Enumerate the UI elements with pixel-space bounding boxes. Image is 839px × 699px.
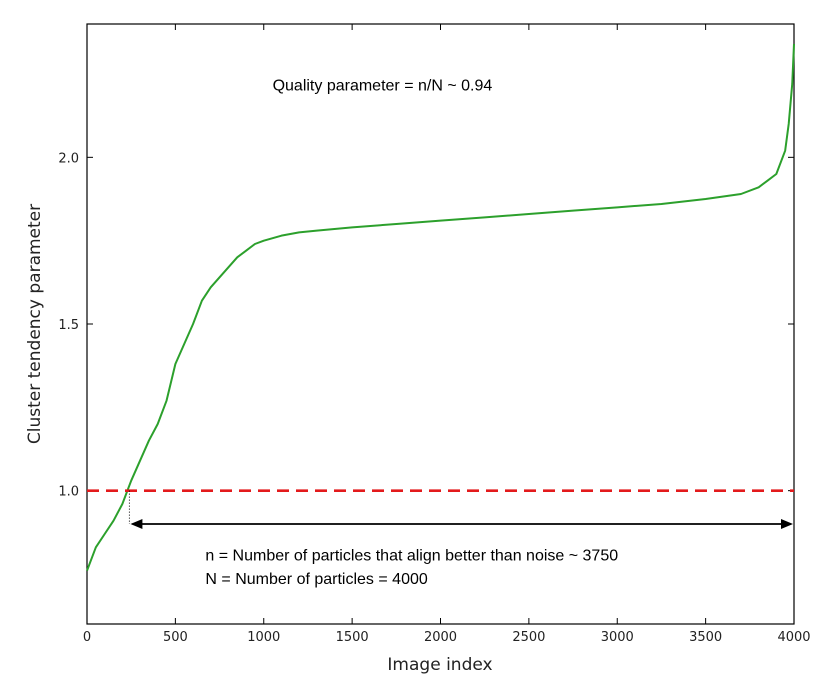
x-tick-label: 0 <box>83 630 91 645</box>
x-axis-label: Image index <box>387 655 492 675</box>
x-tick-label: 1000 <box>247 630 280 645</box>
y-tick-label: 1.5 <box>58 318 79 333</box>
x-tick-label: 2500 <box>512 630 545 645</box>
cluster-tendency-line <box>86 43 795 572</box>
x-tick-label: 4000 <box>777 630 810 645</box>
x-tick-label: 1500 <box>336 630 369 645</box>
annotation-layer: Quality parameter = n/N ~ 0.94 n = Number… <box>128 78 793 588</box>
y-tick-label: 2.0 <box>58 151 79 166</box>
x-tick-label: 2000 <box>424 630 457 645</box>
y-axis-ticks: 1.0 1.5 2.0 <box>58 151 794 500</box>
x-tick-label: 500 <box>163 630 188 645</box>
x-tick-label: 3500 <box>689 630 722 645</box>
y-axis-label: Cluster tendency parameter <box>25 204 45 444</box>
series-layer <box>86 43 795 572</box>
annotation-text: N = Number of particles = 4000 <box>205 571 427 588</box>
y-tick-label: 1.0 <box>58 485 79 500</box>
x-axis-ticks: 0 500 1000 1500 2000 2500 3000 3500 4000 <box>83 24 811 645</box>
x-tick-label: 3000 <box>601 630 634 645</box>
annotation-text: Quality parameter = n/N ~ 0.94 <box>273 78 493 95</box>
annotation-text: n = Number of particles that align bette… <box>205 548 618 565</box>
